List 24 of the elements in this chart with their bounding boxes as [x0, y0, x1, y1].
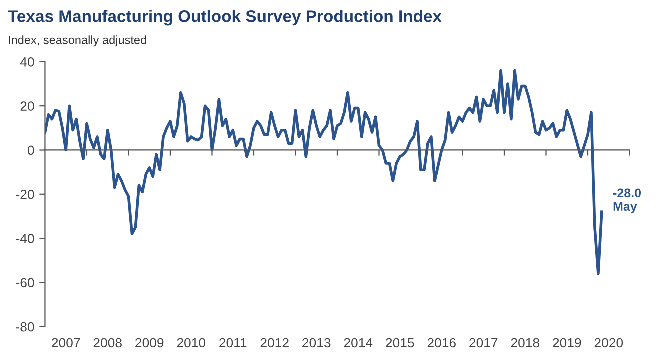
chart-subtitle: Index, seasonally adjusted: [9, 36, 146, 47]
y-tick-label: -80: [16, 322, 34, 332]
y-tick-label: -40: [16, 234, 34, 244]
x-tick-label: 2020: [594, 338, 624, 348]
annotation: -28.0 May: [614, 188, 642, 214]
x-tick-label: 2014: [344, 338, 373, 348]
y-tick-label: 0: [28, 146, 34, 156]
x-tick-label: 2010: [177, 338, 206, 348]
x-tick-label: 2013: [302, 338, 331, 348]
x-tick-label: 2011: [220, 338, 247, 348]
x-tick-label: 2019: [553, 338, 582, 348]
x-tick-label: 2012: [260, 338, 289, 348]
x-tick-label: 2009: [136, 338, 164, 348]
y-tick-label: 20: [20, 102, 34, 111]
y-tick-label: 40: [20, 58, 34, 67]
x-tick-label: 2007: [52, 338, 80, 348]
x-tick-label: 2018: [511, 338, 540, 348]
x-tick-label: 2016: [428, 338, 456, 348]
y-tick-label: -20: [16, 190, 34, 200]
x-tick-label: 2017: [470, 338, 498, 348]
chart-title: Texas Manufacturing Outlook Survey Production Index: [8, 10, 442, 26]
x-tick-label: 2008: [94, 338, 122, 348]
y-tick-label: -60: [16, 278, 34, 288]
x-tick-label: 2015: [386, 338, 414, 348]
